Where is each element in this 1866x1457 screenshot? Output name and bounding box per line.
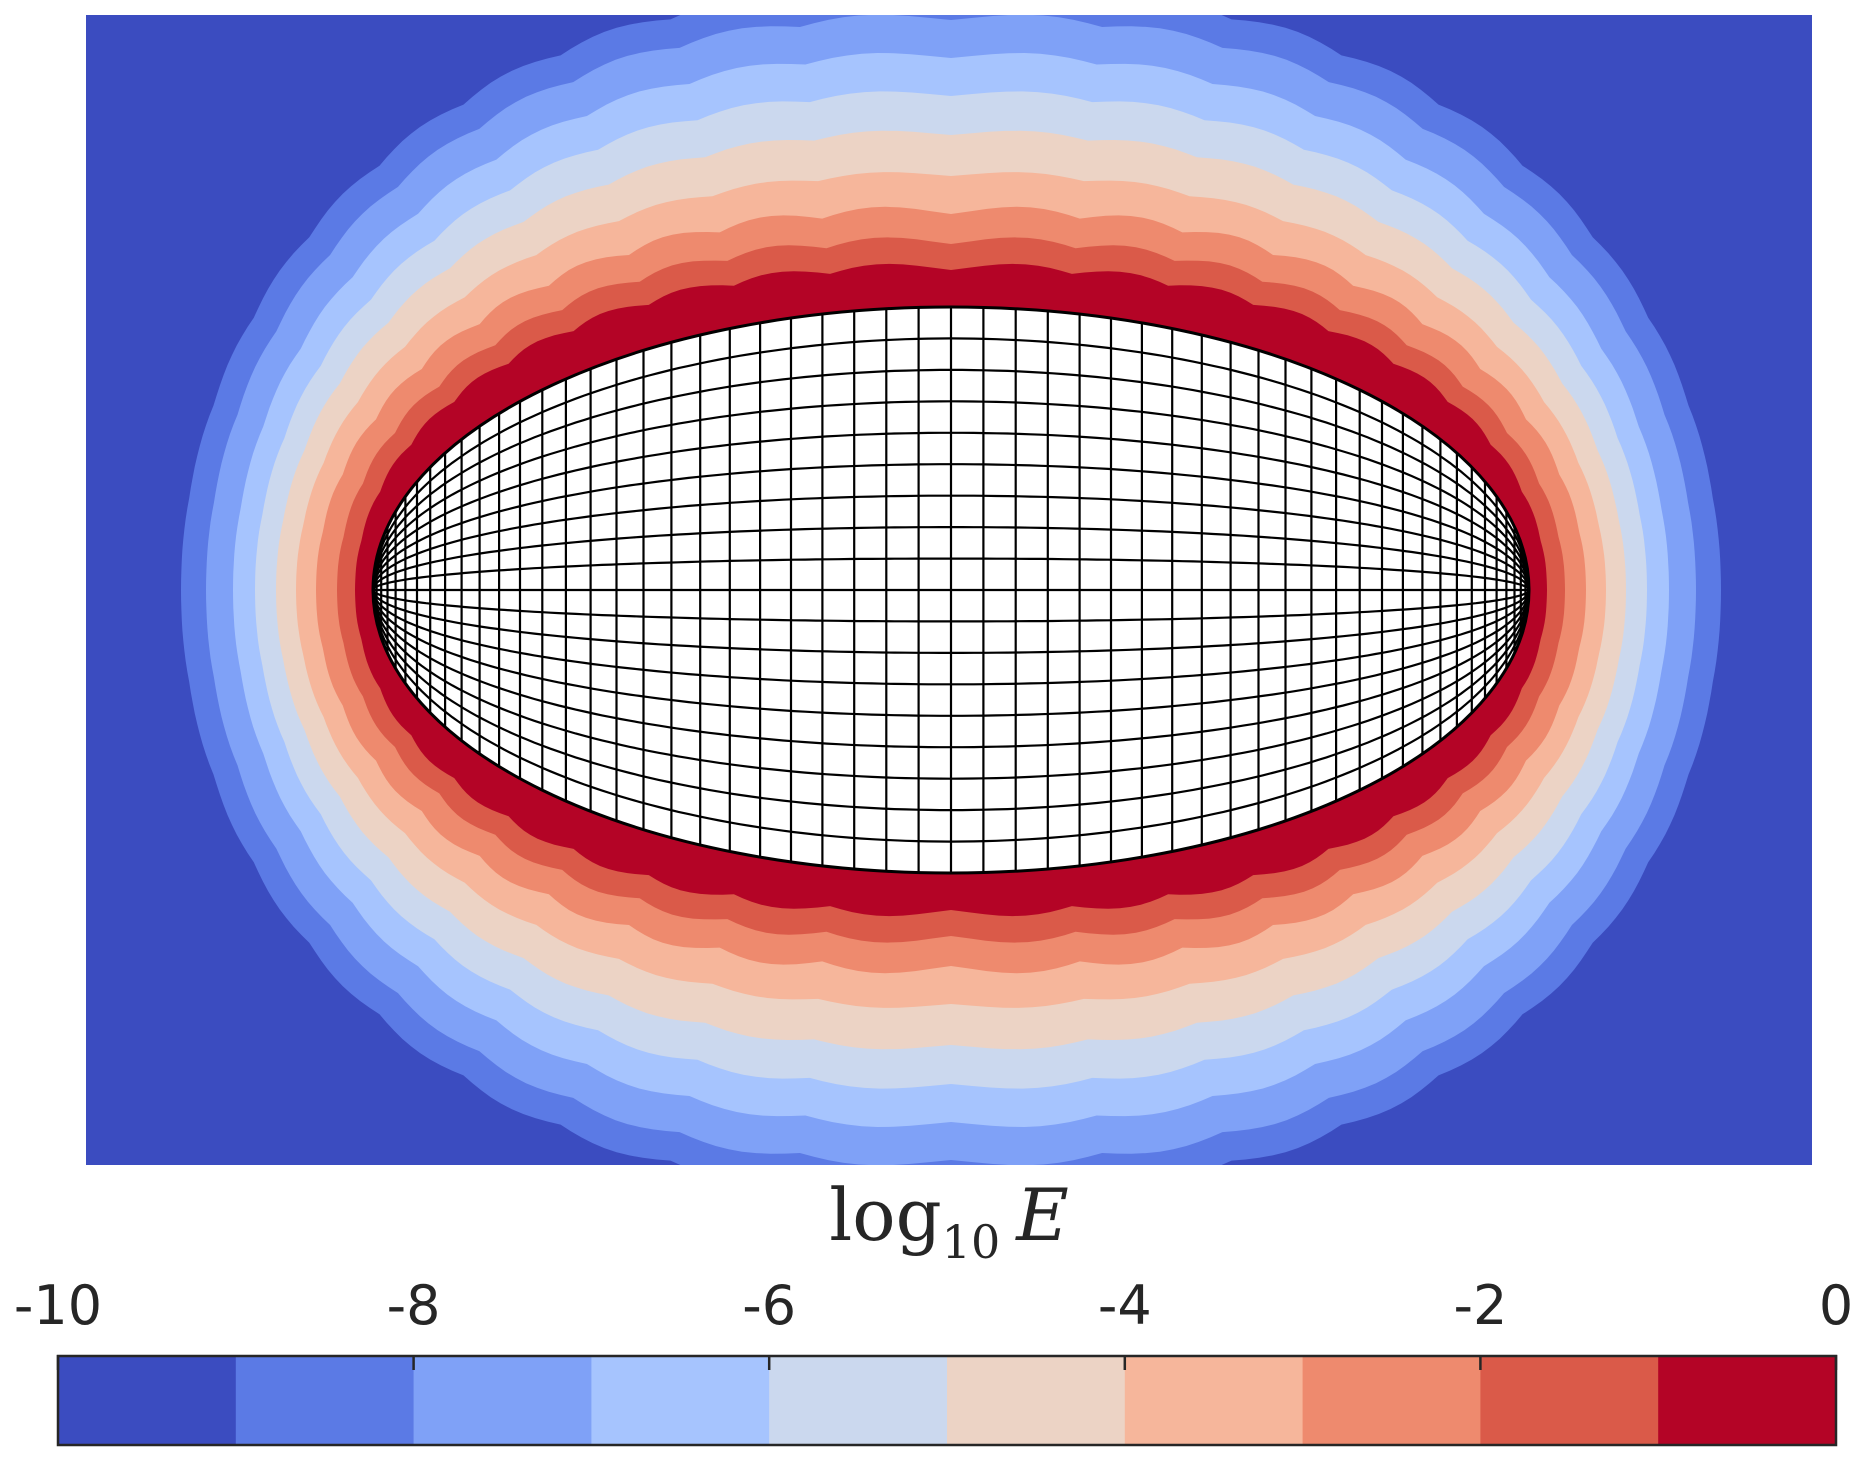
ellipse-mesh xyxy=(371,305,1531,875)
colorbar-tick-label: -6 xyxy=(742,1274,796,1337)
mesh-line-horizontal xyxy=(371,400,1531,591)
mesh-line-horizontal xyxy=(371,557,1531,591)
field-plot xyxy=(86,15,1812,1165)
mesh-line-horizontal xyxy=(371,526,1531,591)
mesh-line-horizontal xyxy=(371,368,1531,591)
colorbar-tick-labels: -10 -8 -6 -4 -2 0 xyxy=(14,1274,1853,1337)
colorbar: log10 E -10 -8 -6 -4 -2 0 xyxy=(14,1173,1853,1447)
colorbar-tick-label: -2 xyxy=(1453,1274,1507,1337)
colorbar-title-prefix: log xyxy=(829,1173,941,1257)
mesh-line-horizontal xyxy=(371,589,1531,749)
colorbar-title: log10 E xyxy=(829,1173,1069,1269)
mesh-line-horizontal xyxy=(371,589,1531,686)
mesh-line-horizontal xyxy=(371,337,1531,591)
mesh-line-horizontal xyxy=(371,589,1531,717)
colorbar-band xyxy=(591,1356,770,1445)
colorbar-band xyxy=(1302,1356,1481,1445)
colorbar-title-variable: E xyxy=(1014,1173,1069,1257)
mesh-line-horizontal xyxy=(371,463,1531,591)
colorbar-band xyxy=(769,1356,948,1445)
colorbar-band xyxy=(1658,1356,1837,1445)
colorbar-tick-label: -10 xyxy=(14,1274,102,1337)
mesh-line-horizontal xyxy=(371,589,1531,654)
colorbar-band xyxy=(1124,1356,1304,1445)
colorbar-band xyxy=(1480,1356,1659,1445)
colorbar-tick-label: 0 xyxy=(1819,1274,1853,1337)
colorbar-band xyxy=(58,1356,237,1445)
ellipse-outline xyxy=(371,305,1531,875)
colorbar-band xyxy=(413,1356,592,1445)
mesh-line-horizontal xyxy=(371,431,1531,591)
colorbar-title-subscript: 10 xyxy=(942,1215,1001,1269)
colorbar-band xyxy=(947,1356,1126,1445)
mesh-line-horizontal xyxy=(371,589,1531,780)
mesh-line-horizontal xyxy=(371,589,1531,623)
colorbar-band xyxy=(235,1356,415,1445)
mesh-line-horizontal xyxy=(371,589,1531,843)
colorbar-frame xyxy=(56,1354,1838,1447)
mesh-line-horizontal xyxy=(371,589,1531,812)
colorbar-tick-label: -4 xyxy=(1098,1274,1152,1337)
colorbar-tick-label: -8 xyxy=(387,1274,441,1337)
mesh-line-horizontal xyxy=(371,494,1531,591)
colorbar-ticks xyxy=(56,1355,1838,1370)
colorbar-bands xyxy=(58,1356,1837,1445)
